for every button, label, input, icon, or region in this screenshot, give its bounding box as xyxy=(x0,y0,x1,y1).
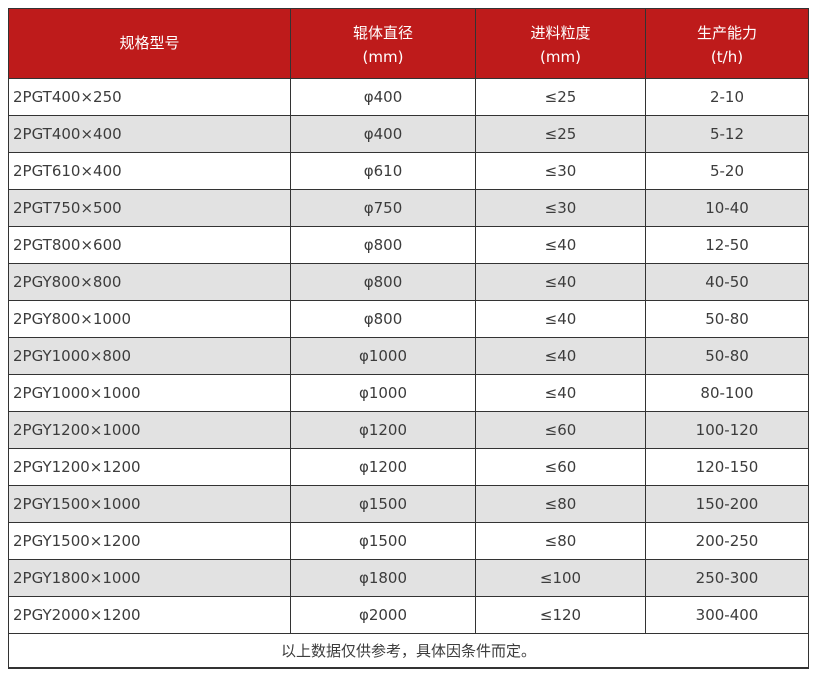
column-header: 进料粒度 (mm) xyxy=(475,8,646,79)
value-cell: 200-250 xyxy=(645,522,809,560)
value-cell: φ1000 xyxy=(290,337,476,375)
value-cell: ≤25 xyxy=(475,78,646,116)
value-cell: φ800 xyxy=(290,300,476,338)
value-cell: ≤30 xyxy=(475,152,646,190)
table-row: 2PGY800×800 φ800 ≤40 40-50 xyxy=(8,263,809,301)
table-row: 2PGY1000×1000 φ1000 ≤40 80-100 xyxy=(8,374,809,412)
value-cell: 300-400 xyxy=(645,596,809,634)
table-body: 2PGT400×250 φ400 ≤25 2-10 2PGT400×400 φ400 ≤25… xyxy=(8,78,809,634)
value-cell: 5-12 xyxy=(645,115,809,153)
table-header: 规格型号 辊体直径 (mm) 进料粒度 (mm) 生产能力 (t/h) xyxy=(8,8,809,79)
table-row: 2PGY1500×1200 φ1500 ≤80 200-250 xyxy=(8,522,809,560)
model-cell: 2PGT610×400 xyxy=(8,152,291,190)
column-title: 生产能力 xyxy=(696,23,757,42)
column-title: 辊体直径 xyxy=(352,23,413,42)
value-cell: φ610 xyxy=(290,152,476,190)
model-cell: 2PGY1500×1000 xyxy=(8,485,291,523)
table-row: 2PGY1000×800 φ1000 ≤40 50-80 xyxy=(8,337,809,375)
value-cell: φ1500 xyxy=(290,485,476,523)
footer-note: 以上数据仅供参考，具体因条件而定。 xyxy=(8,633,809,668)
header-row: 规格型号 辊体直径 (mm) 进料粒度 (mm) 生产能力 (t/h) xyxy=(8,8,809,79)
column-unit: (mm) xyxy=(540,47,581,66)
model-cell: 2PGT400×250 xyxy=(8,78,291,116)
value-cell: 250-300 xyxy=(645,559,809,597)
value-cell: 50-80 xyxy=(645,337,809,375)
value-cell: φ1200 xyxy=(290,448,476,486)
model-cell: 2PGY1500×1200 xyxy=(8,522,291,560)
table-footer: 以上数据仅供参考，具体因条件而定。 xyxy=(8,633,809,668)
value-cell: ≤25 xyxy=(475,115,646,153)
table-row: 2PGT400×250 φ400 ≤25 2-10 xyxy=(8,78,809,116)
column-header: 辊体直径 (mm) xyxy=(290,8,476,79)
table-row: 2PGT800×600 φ800 ≤40 12-50 xyxy=(8,226,809,264)
value-cell: ≤30 xyxy=(475,189,646,227)
value-cell: 5-20 xyxy=(645,152,809,190)
value-cell: ≤40 xyxy=(475,263,646,301)
table-row: 2PGT610×400 φ610 ≤30 5-20 xyxy=(8,152,809,190)
model-cell: 2PGT750×500 xyxy=(8,189,291,227)
model-cell: 2PGT400×400 xyxy=(8,115,291,153)
model-cell: 2PGY1200×1200 xyxy=(8,448,291,486)
model-cell: 2PGY1800×1000 xyxy=(8,559,291,597)
value-cell: φ800 xyxy=(290,226,476,264)
value-cell: ≤40 xyxy=(475,374,646,412)
value-cell: 12-50 xyxy=(645,226,809,264)
model-cell: 2PGY800×1000 xyxy=(8,300,291,338)
table-row: 2PGY1200×1000 φ1200 ≤60 100-120 xyxy=(8,411,809,449)
value-cell: ≤60 xyxy=(475,448,646,486)
column-header: 规格型号 xyxy=(8,8,291,79)
value-cell: 50-80 xyxy=(645,300,809,338)
model-cell: 2PGY1200×1000 xyxy=(8,411,291,449)
spec-table: 规格型号 辊体直径 (mm) 进料粒度 (mm) 生产能力 (t/h) 2PGT400×25… xyxy=(8,8,809,669)
table-row: 2PGY800×1000 φ800 ≤40 50-80 xyxy=(8,300,809,338)
value-cell: 10-40 xyxy=(645,189,809,227)
value-cell: 80-100 xyxy=(645,374,809,412)
table-row: 2PGY1500×1000 φ1500 ≤80 150-200 xyxy=(8,485,809,523)
value-cell: ≤100 xyxy=(475,559,646,597)
column-title: 规格型号 xyxy=(119,34,180,52)
model-cell: 2PGT800×600 xyxy=(8,226,291,264)
value-cell: ≤40 xyxy=(475,226,646,264)
footer-row: 以上数据仅供参考，具体因条件而定。 xyxy=(8,633,809,668)
value-cell: 120-150 xyxy=(645,448,809,486)
value-cell: ≤60 xyxy=(475,411,646,449)
column-unit: (mm) xyxy=(362,47,404,66)
value-cell: ≤80 xyxy=(475,485,646,523)
table-row: 2PGY2000×1200 φ2000 ≤120 300-400 xyxy=(8,596,809,634)
table-row: 2PGY1800×1000 φ1800 ≤100 250-300 xyxy=(8,559,809,597)
value-cell: 100-120 xyxy=(645,411,809,449)
value-cell: 40-50 xyxy=(645,263,809,301)
value-cell: φ400 xyxy=(290,115,476,153)
value-cell: φ1500 xyxy=(290,522,476,560)
table-row: 2PGT400×400 φ400 ≤25 5-12 xyxy=(8,115,809,153)
value-cell: φ1800 xyxy=(290,559,476,597)
value-cell: φ2000 xyxy=(290,596,476,634)
value-cell: ≤40 xyxy=(475,337,646,375)
column-header: 生产能力 (t/h) xyxy=(645,8,809,79)
column-title: 进料粒度 xyxy=(530,23,591,42)
value-cell: ≤80 xyxy=(475,522,646,560)
table-row: 2PGY1200×1200 φ1200 ≤60 120-150 xyxy=(8,448,809,486)
model-cell: 2PGY1000×1000 xyxy=(8,374,291,412)
value-cell: 150-200 xyxy=(645,485,809,523)
model-cell: 2PGY800×800 xyxy=(8,263,291,301)
table-row: 2PGT750×500 φ750 ≤30 10-40 xyxy=(8,189,809,227)
value-cell: φ400 xyxy=(290,78,476,116)
column-unit: (t/h) xyxy=(710,47,744,66)
value-cell: ≤40 xyxy=(475,300,646,338)
model-cell: 2PGY1000×800 xyxy=(8,337,291,375)
value-cell: ≤120 xyxy=(475,596,646,634)
value-cell: 2-10 xyxy=(645,78,809,116)
value-cell: φ1200 xyxy=(290,411,476,449)
value-cell: φ750 xyxy=(290,189,476,227)
value-cell: φ1000 xyxy=(290,374,476,412)
value-cell: φ800 xyxy=(290,263,476,301)
model-cell: 2PGY2000×1200 xyxy=(8,596,291,634)
